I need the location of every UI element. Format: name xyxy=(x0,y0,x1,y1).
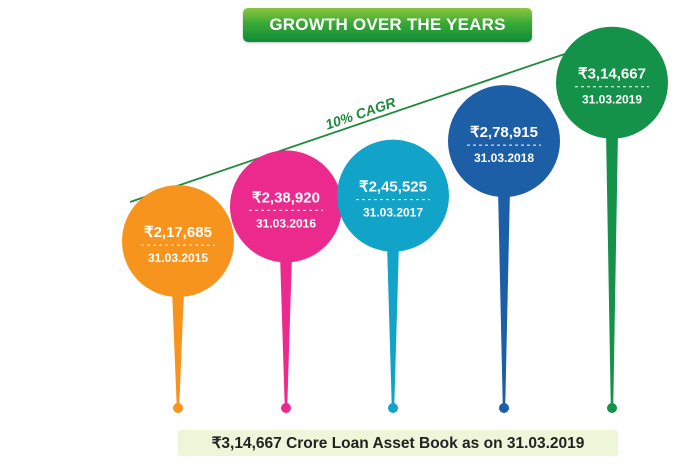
bar-base-dot xyxy=(281,403,291,413)
footer-caption: ₹3,14,667 Crore Loan Asset Book as on 31… xyxy=(211,434,585,452)
data-label: ₹2,45,525 xyxy=(359,179,427,196)
category-label: 31.03.2017 xyxy=(363,206,423,220)
bar-stem xyxy=(280,254,292,408)
footer-caption-box: ₹3,14,667 Crore Loan Asset Book as on 31… xyxy=(178,430,618,456)
bar-bubble xyxy=(337,139,449,252)
bar-stem xyxy=(387,243,399,408)
category-label: 31.03.2016 xyxy=(256,216,316,230)
bar-bubble xyxy=(448,85,560,198)
bar-bubble xyxy=(122,185,234,298)
data-label: ₹2,78,915 xyxy=(470,124,538,141)
bar-base-dot xyxy=(607,403,617,413)
bar-base-dot xyxy=(388,403,398,413)
header-banner: GROWTH OVER THE YEARS xyxy=(243,8,532,42)
bar-bubble xyxy=(556,26,668,139)
bar-stem xyxy=(606,130,618,408)
bar-bubble xyxy=(230,150,342,263)
category-label: 31.03.2015 xyxy=(148,251,208,265)
chart-title: GROWTH OVER THE YEARS xyxy=(269,15,506,34)
category-label: 31.03.2018 xyxy=(474,151,534,165)
bar-base-dot xyxy=(499,403,509,413)
trend-arrow xyxy=(129,37,608,203)
data-label: ₹2,17,685 xyxy=(144,224,212,241)
bar-stem xyxy=(498,189,510,408)
category-label: 31.03.2019 xyxy=(582,93,642,107)
trend-label: 10% CAGR xyxy=(323,94,398,133)
data-label: ₹3,14,667 xyxy=(578,66,646,83)
data-label: ₹2,38,920 xyxy=(252,189,320,206)
bar-stem xyxy=(172,289,184,408)
bar-base-dot xyxy=(173,403,183,413)
